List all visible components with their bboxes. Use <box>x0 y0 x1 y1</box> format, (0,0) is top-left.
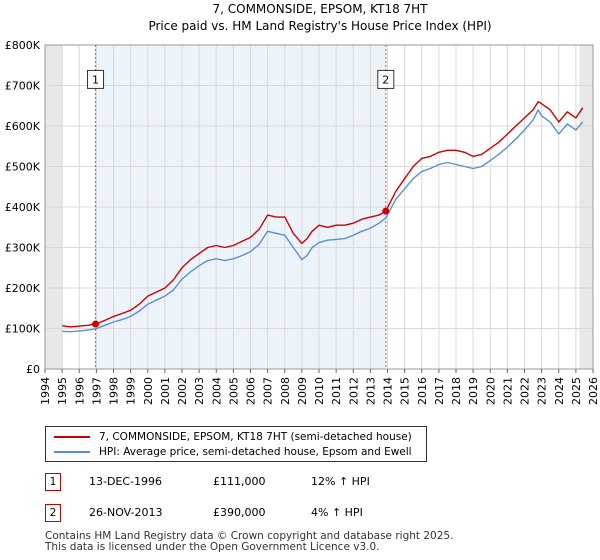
transaction-hpi-change: 12% ↑ HPI <box>311 475 370 488</box>
chart-legend: 7, COMMONSIDE, EPSOM, KT18 7HT (semi-det… <box>45 426 427 462</box>
x-tick-label: 1994 <box>39 377 52 405</box>
chart-subtitle: Price paid vs. HM Land Registry's House … <box>148 19 491 33</box>
transaction-badge: 1 <box>45 473 61 491</box>
x-tick-label: 1997 <box>90 377 103 405</box>
y-tick-label: £600K <box>5 120 41 133</box>
y-tick-label: £300K <box>5 242 41 255</box>
y-tick-label: £700K <box>5 80 41 93</box>
transaction-badge: 2 <box>45 504 61 522</box>
x-tick-label: 2023 <box>536 377 549 405</box>
x-tick-label: 1995 <box>56 377 69 405</box>
x-tick-label: 2011 <box>330 377 343 405</box>
y-tick-label: £100K <box>5 323 41 336</box>
sale-label: 2 <box>382 73 389 86</box>
x-tick-label: 2026 <box>587 377 600 405</box>
x-tick-label: 2018 <box>450 377 463 405</box>
chart-title: 7, COMMONSIDE, EPSOM, KT18 7HT <box>212 2 428 16</box>
y-tick-label: £200K <box>5 282 41 295</box>
x-tick-label: 2020 <box>484 377 497 405</box>
sale-point <box>382 207 390 215</box>
sale-point <box>92 320 100 328</box>
x-tick-label: 2003 <box>193 377 206 405</box>
x-tick-label: 2022 <box>519 377 532 405</box>
x-tick-label: 2017 <box>433 377 446 405</box>
legend-item-hpi: HPI: Average price, semi-detached house,… <box>54 445 412 459</box>
price-chart: 7, COMMONSIDE, EPSOM, KT18 7HT Price pai… <box>5 2 600 405</box>
legend-label-hpi: HPI: Average price, semi-detached house,… <box>99 446 412 458</box>
x-tick-label: 2021 <box>501 377 514 405</box>
x-tick-label: 2019 <box>467 377 480 405</box>
x-tick-label: 2015 <box>399 377 412 405</box>
transaction-date: 26-NOV-2013 <box>89 506 163 519</box>
x-tick-label: 2009 <box>296 377 309 405</box>
x-tick-label: 2016 <box>416 377 429 405</box>
x-tick-label: 2008 <box>279 377 292 405</box>
sale-label: 1 <box>92 73 99 86</box>
y-tick-label: £400K <box>5 201 41 214</box>
x-tick-label: 2000 <box>142 377 155 405</box>
x-tick-label: 2001 <box>159 377 172 405</box>
legend-swatch-property <box>54 436 90 438</box>
x-tick-label: 2006 <box>245 377 258 405</box>
hpi-line <box>62 109 584 333</box>
transaction-hpi-change: 4% ↑ HPI <box>311 506 363 519</box>
x-tick-label: 2024 <box>553 377 566 405</box>
x-tick-label: 1999 <box>125 377 138 405</box>
x-tick-label: 2007 <box>262 377 275 405</box>
x-tick-label: 2005 <box>227 377 240 405</box>
footer-attribution: Contains HM Land Registry data © Crown c… <box>45 531 453 553</box>
transaction-price: £390,000 <box>213 506 266 519</box>
sale-label-box <box>377 69 395 89</box>
y-tick-label: £0 <box>26 363 40 376</box>
x-tick-label: 2010 <box>313 377 326 405</box>
footer-line-licence: This data is licensed under the Open Gov… <box>45 541 380 553</box>
legend-swatch-hpi <box>54 451 90 453</box>
transaction-price: £111,000 <box>213 475 266 488</box>
y-tick-label: £800K <box>5 39 41 52</box>
sale-label-box <box>87 69 105 89</box>
x-tick-label: 2012 <box>347 377 360 405</box>
x-tick-label: 1998 <box>108 377 121 405</box>
legend-item-property: 7, COMMONSIDE, EPSOM, KT18 7HT (semi-det… <box>54 430 412 444</box>
x-tick-label: 2025 <box>570 377 583 405</box>
x-tick-label: 1996 <box>73 377 86 405</box>
x-tick-label: 2013 <box>364 377 377 405</box>
footer-line-copyright: Contains HM Land Registry data © Crown c… <box>45 530 454 542</box>
x-tick-label: 2004 <box>210 377 223 405</box>
y-tick-label: £500K <box>5 161 41 174</box>
transaction-date: 13-DEC-1996 <box>89 475 163 488</box>
legend-label-property: 7, COMMONSIDE, EPSOM, KT18 7HT (semi-det… <box>99 431 412 443</box>
x-tick-label: 2014 <box>382 377 395 405</box>
x-tick-label: 2002 <box>176 377 189 405</box>
property-price-line <box>62 100 584 328</box>
